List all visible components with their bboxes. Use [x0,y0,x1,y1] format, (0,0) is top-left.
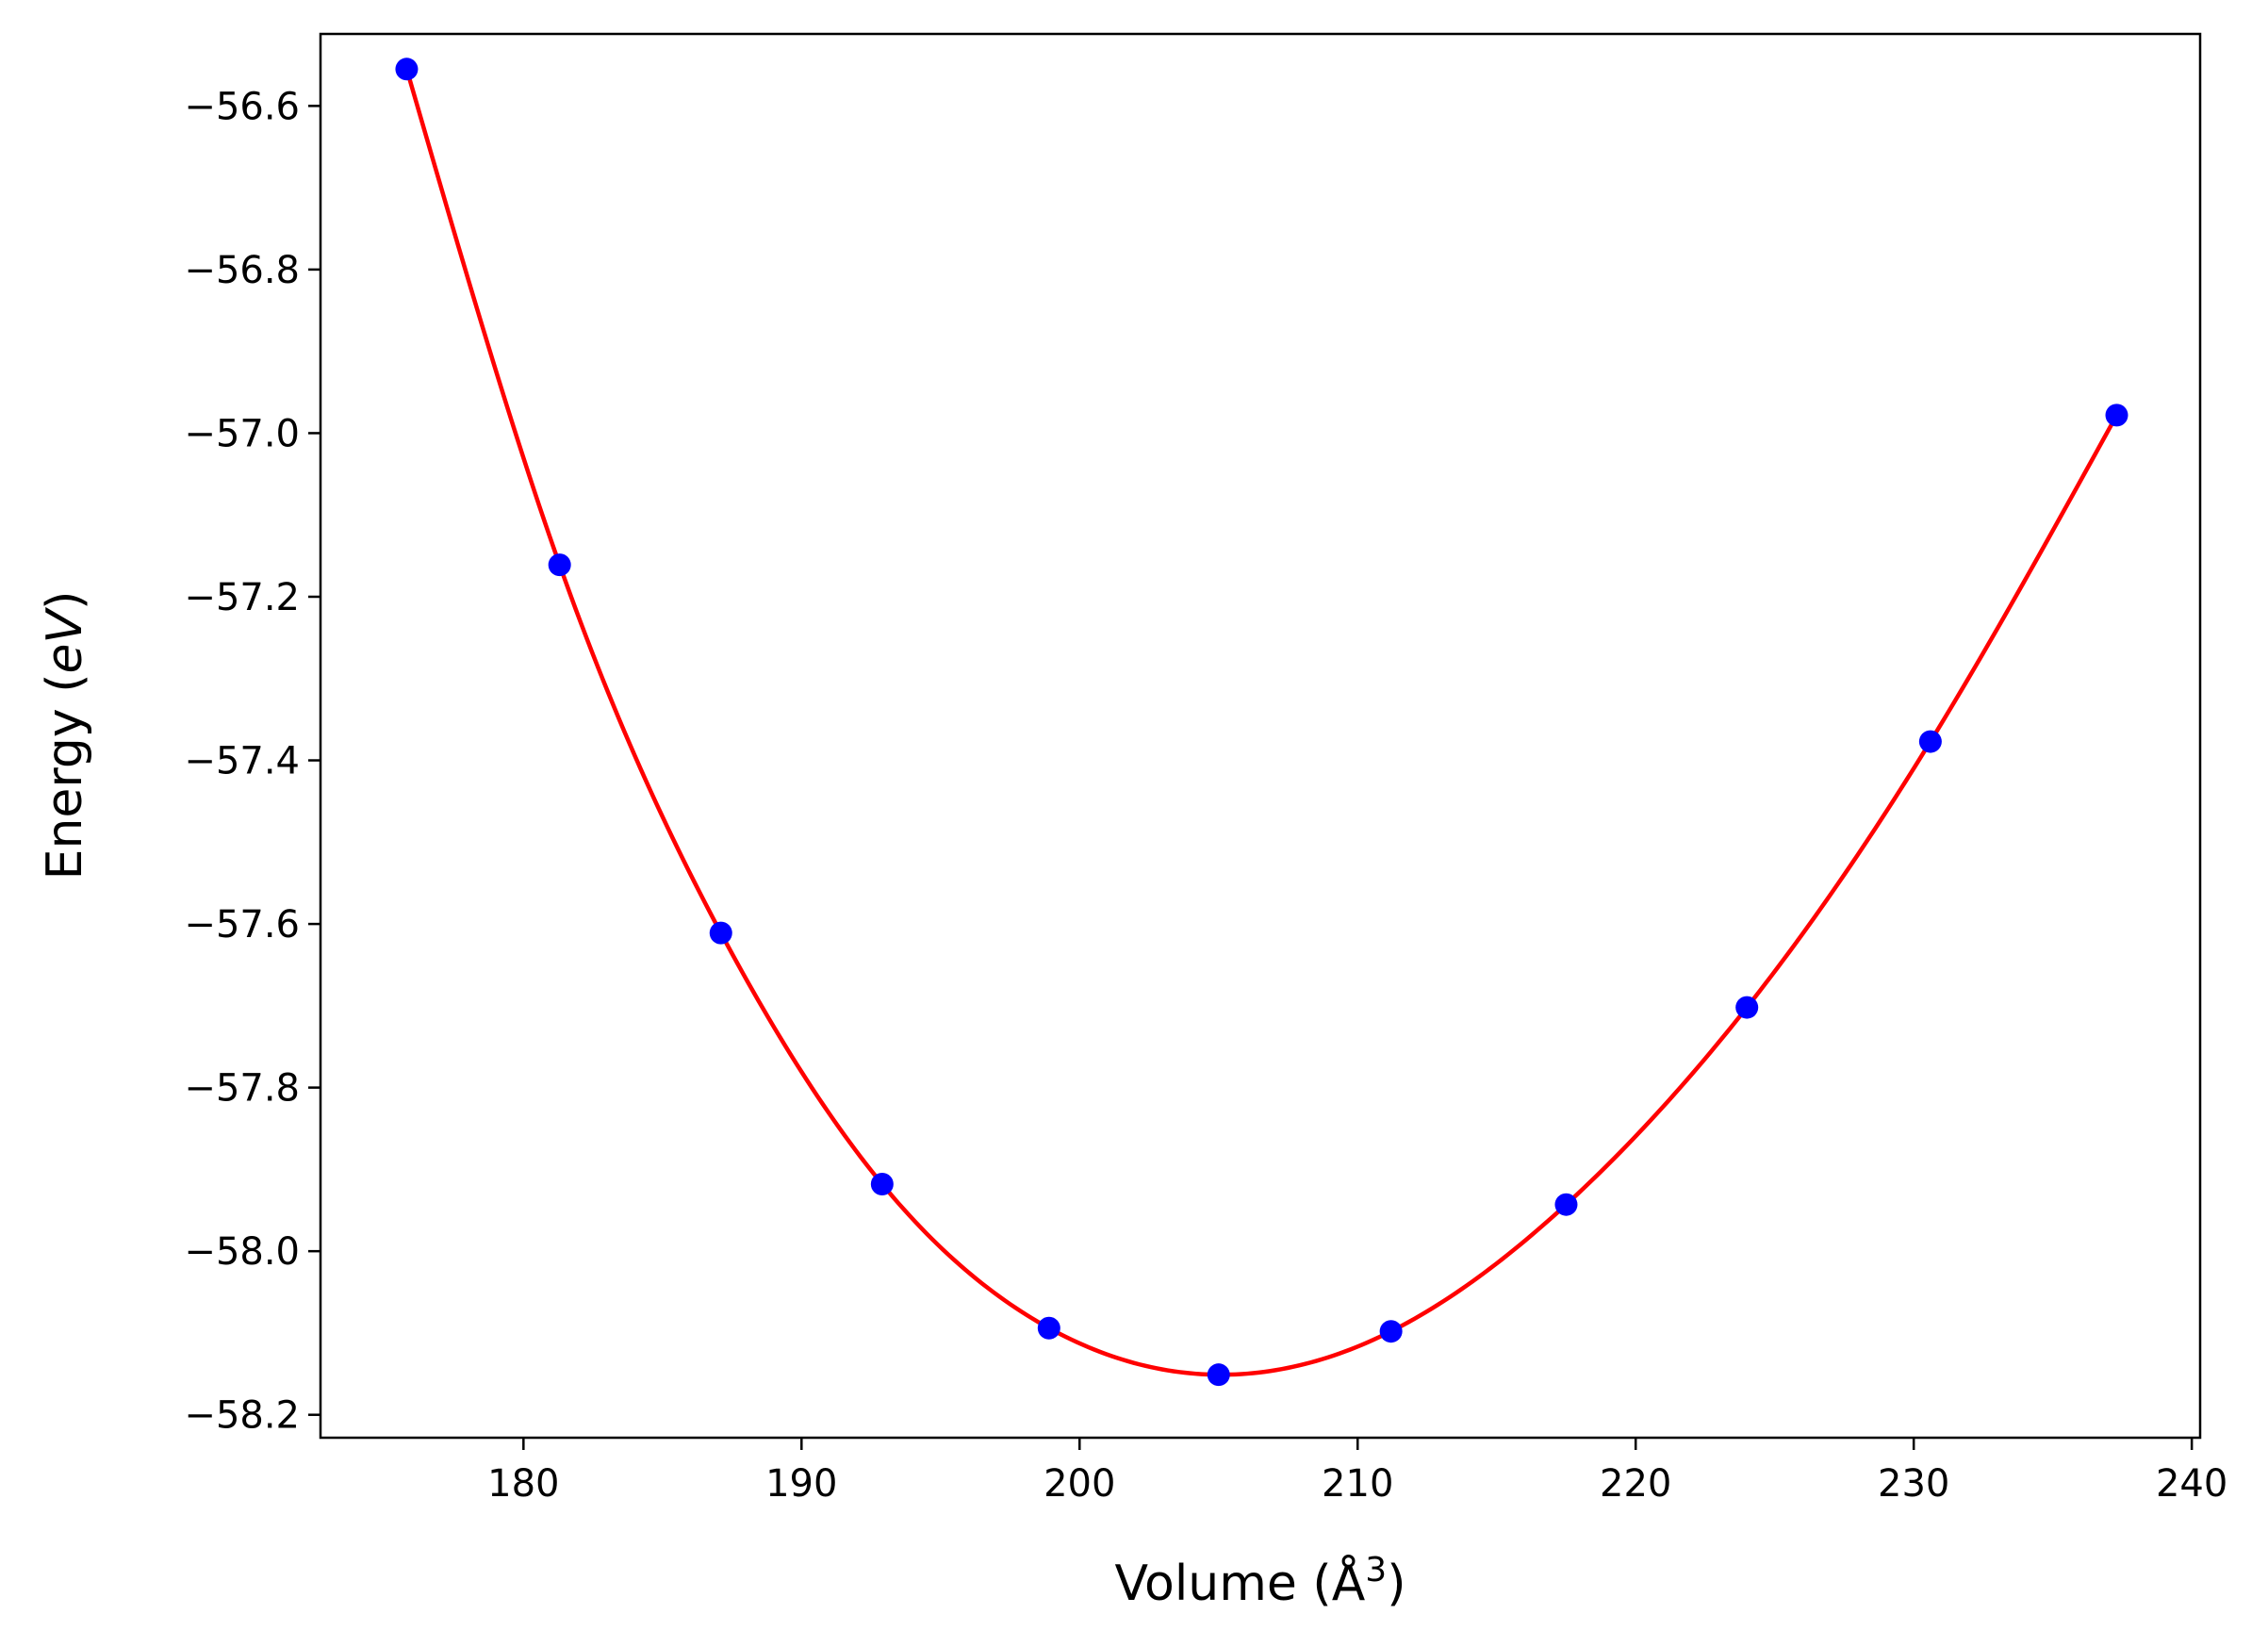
x-axis-title-text: Volume (Å [1115,1554,1366,1612]
x-axis-title-superscript: 3 [1365,1551,1387,1589]
data-points-layer [395,58,2128,1387]
x-tick-label: 180 [487,1462,559,1506]
y-axis-ticks: −56.6 −56.8 −57.0 −57.2 −57.4 −57.6 −57.8 −58.0… [184,85,320,1438]
data-point [1735,996,1759,1019]
data-point [709,921,732,945]
y-tick-label: −57.6 [184,903,300,947]
y-tick-label: −57.4 [184,740,300,783]
y-tick-label: −57.0 [184,412,300,455]
data-point [548,553,571,577]
x-axis-title-close: ) [1387,1556,1405,1612]
y-tick-label: −56.8 [184,249,300,292]
x-axis-ticks: 180 190 200 210 220 230 240 [487,1438,2227,1506]
data-point [870,1173,894,1196]
y-axis-title-text: Energy ( [37,674,93,881]
y-tick-label: −57.2 [184,576,300,619]
x-tick-label: 230 [1878,1462,1949,1506]
y-tick-label: −56.6 [184,85,300,128]
x-tick-label: 200 [1044,1462,1115,1506]
y-axis-title-close: ) [37,591,93,610]
y-axis-title: Energy (eV) [37,591,93,881]
y-tick-label: −58.0 [184,1230,300,1274]
data-point [1207,1363,1230,1387]
data-point [1037,1316,1060,1340]
x-tick-label: 210 [1322,1462,1393,1506]
y-tick-label: −58.2 [184,1394,300,1438]
x-tick-label: 240 [2156,1462,2227,1506]
data-point [1554,1193,1578,1216]
x-tick-label: 220 [1600,1462,1671,1506]
y-tick-label: −57.8 [184,1067,300,1111]
data-point [2105,404,2128,427]
data-point [1918,730,1942,753]
plot-area [319,32,2202,1440]
data-point [1379,1320,1403,1343]
data-point [395,58,419,81]
y-axis-title-unit: eV [37,607,93,674]
plot-frame [319,32,2202,1440]
plot-background [320,34,2200,1438]
x-tick-label: 190 [765,1462,837,1506]
x-axis-title: Volume (Å3) [1115,1551,1406,1612]
